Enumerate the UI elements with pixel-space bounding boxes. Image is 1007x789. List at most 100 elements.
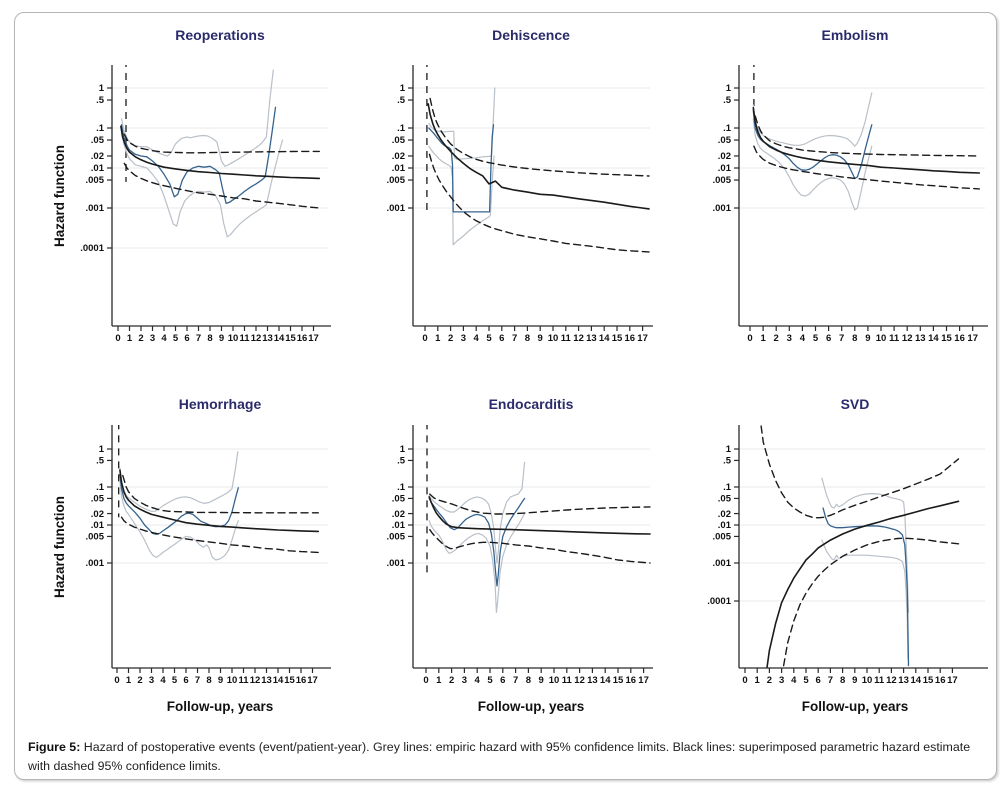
dehiscence-xtick-label: 5 [486, 333, 492, 344]
embolism-xtick-label: 9 [865, 333, 870, 344]
hemorrhage-ytick-label: .005 [86, 532, 105, 543]
embolism-ytick-label: .005 [713, 175, 732, 186]
embolism-xtick-label: 3 [787, 333, 792, 344]
figure-caption-text: Hazard of postoperative events (event/pa… [28, 740, 971, 773]
hemorrhage-xtick-label: 0 [114, 675, 119, 686]
svd-xtick-label: 12 [886, 675, 897, 686]
svd-xtick-label: 10 [862, 675, 873, 686]
endocarditis-empiric-hazard [428, 497, 526, 587]
dehiscence-xtick-label: 12 [573, 333, 584, 344]
hemorrhage-ytick-label: .5 [96, 456, 105, 467]
hemorrhage-ytick-label: .01 [91, 520, 105, 531]
reoperations-xtick-label: 16 [297, 333, 308, 344]
svd-xtick-label: 15 [923, 675, 934, 686]
reoperations-empiric-ci-upper [120, 69, 274, 167]
embolism-ytick-label: .001 [713, 203, 732, 214]
svd-xtick-label: 6 [816, 675, 821, 686]
svd-ytick-label: .001 [713, 558, 732, 569]
dehiscence-ytick-label: .1 [397, 123, 406, 134]
hemorrhage-empiric-ci-upper [119, 451, 239, 512]
endocarditis-xtick-label: 10 [549, 675, 560, 686]
reoperations-xtick-label: 6 [184, 333, 189, 344]
embolism-xtick-label: 17 [967, 333, 978, 344]
hemorrhage-xtick-label: 15 [284, 675, 295, 686]
figure-caption: Figure 5: Hazard of postoperative events… [28, 738, 980, 775]
endocarditis-xtick-label: 17 [638, 675, 649, 686]
plot-title-hemorrhage: Hemorrhage [178, 396, 262, 412]
reoperations-empiric-hazard [120, 106, 277, 205]
reoperations-xtick-label: 4 [161, 333, 167, 344]
embolism-xtick-label: 10 [876, 333, 887, 344]
endocarditis-empiric-ci-upper [428, 461, 526, 564]
endocarditis-xtick-label: 8 [526, 675, 531, 686]
endocarditis-ytick-label: .01 [392, 520, 406, 531]
figure-frame [14, 12, 997, 780]
hemorrhage-xtick-label: 4 [160, 675, 166, 686]
hemorrhage-xtick-label: 12 [250, 675, 261, 686]
svd-ytick-label: 1 [726, 444, 732, 455]
embolism-xtick-label: 5 [813, 333, 819, 344]
embolism-ytick-label: .1 [723, 123, 732, 134]
svd-ytick-label: .01 [718, 520, 732, 531]
reoperations-xtick-label: 15 [285, 333, 296, 344]
svd-empiric-ci-lower [821, 539, 909, 660]
dehiscence-xtick-label: 10 [548, 333, 559, 344]
embolism-parametric-estimate [752, 107, 981, 174]
hemorrhage-xtick-label: 3 [149, 675, 154, 686]
svd-xtick-label: 5 [803, 675, 809, 686]
reoperations-ytick-label: .001 [86, 203, 105, 214]
embolism-xtick-label: 15 [941, 333, 952, 344]
endocarditis-xtick-label: 4 [475, 675, 481, 686]
reoperations-xtick-label: 13 [262, 333, 273, 344]
endocarditis-xtick-label: 9 [539, 675, 544, 686]
reoperations-xtick-label: 12 [251, 333, 262, 344]
figure-caption-label: Figure 5: [28, 740, 81, 754]
endocarditis-xtick-label: 6 [500, 675, 505, 686]
embolism-xtick-label: 7 [839, 333, 844, 344]
endocarditis-ytick-label: .1 [397, 482, 406, 493]
hemorrhage-xtick-label: 11 [238, 675, 249, 686]
hemorrhage-ytick-label: 1 [99, 444, 105, 455]
plot-title-svd: SVD [840, 396, 870, 412]
svd-ytick-label: .1 [723, 482, 732, 493]
dehiscence-ytick-label: .01 [392, 163, 406, 174]
endocarditis-parametric-ci-upper [429, 493, 651, 515]
dehiscence-ytick-label: .001 [387, 203, 406, 214]
hemorrhage-ytick-label: .05 [91, 494, 105, 505]
hemorrhage-xtick-label: 7 [195, 675, 200, 686]
reoperations-ytick-label: .005 [86, 175, 105, 186]
hemorrhage-xtick-label: 16 [296, 675, 307, 686]
endocarditis-ytick-label: .05 [392, 494, 406, 505]
hemorrhage-ytick-label: .1 [96, 482, 105, 493]
x-axis-label-hemorrhage: Follow-up, years [166, 699, 274, 714]
endocarditis-xtick-label: 1 [436, 675, 442, 686]
svd-ytick-label: .5 [723, 456, 732, 467]
dehiscence-xtick-label: 9 [538, 333, 543, 344]
embolism-xtick-label: 8 [852, 333, 857, 344]
reoperations-xtick-label: 0 [115, 333, 120, 344]
dehiscence-parametric-ci-upper [429, 97, 650, 177]
reoperations-empiric-ci-lower [120, 131, 284, 238]
dehiscence-xtick-label: 0 [422, 333, 427, 344]
hemorrhage-xtick-label: 1 [126, 675, 132, 686]
dehiscence-xtick-label: 3 [461, 333, 466, 344]
endocarditis-xtick-label: 14 [600, 675, 611, 686]
hemorrhage-xtick-label: 14 [273, 675, 284, 686]
dehiscence-xtick-label: 15 [612, 333, 623, 344]
svd-ytick-label: .05 [718, 494, 732, 505]
svd-ytick-label: .0001 [707, 596, 731, 607]
plot-title-dehiscence: Dehiscence [492, 27, 570, 43]
reoperations-parametric-ci-upper [123, 133, 320, 154]
reoperations-parametric-estimate [120, 125, 321, 180]
dehiscence-xtick-label: 7 [512, 333, 517, 344]
plot-title-endocarditis: Endocarditis [488, 396, 574, 412]
endocarditis-xtick-label: 3 [462, 675, 467, 686]
reoperations-ytick-label: .05 [91, 135, 105, 146]
hemorrhage-ytick-label: .02 [91, 509, 104, 520]
svd-empiric-ci-upper [821, 477, 910, 613]
svd-xtick-label: 16 [935, 675, 946, 686]
